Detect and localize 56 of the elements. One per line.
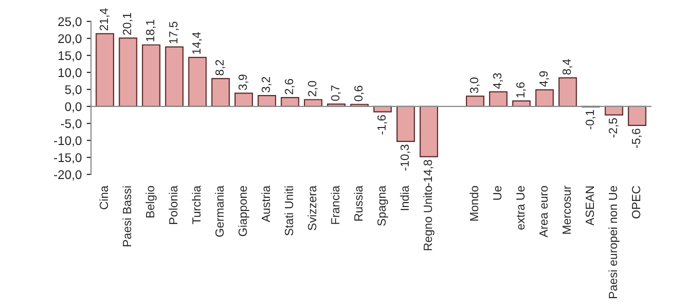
y-tick-label: 15,0 [58,51,82,62]
x-tick-label: extra Ue [516,186,525,230]
x-tick-label: Cina [99,186,108,210]
data-label: 4,3 [493,73,503,89]
x-tick-label: Mondo [470,186,478,221]
x-tick-label: Svizzera [308,186,316,230]
data-label: 8,2 [215,60,226,76]
x-tick-label: Area euro [539,186,548,238]
data-label: 17,5 [169,22,179,44]
data-label: 3,0 [470,78,480,94]
data-label: 20,1 [122,12,133,35]
data-label: 3,9 [238,74,248,90]
x-tick-label: Mercosur [562,186,571,234]
data-label: -2,5 [608,118,619,138]
x-tick-label: Stati Uniti [284,186,294,236]
data-label: 2,6 [284,78,295,94]
x-tick-label: India [400,186,409,210]
x-tick-label: Giappone [238,186,250,236]
x-tick-label: Paesi europei non Ue [608,186,620,298]
x-tick-label: ASEAN [586,186,594,226]
data-label: 4,9 [539,71,550,87]
data-label: 14,4 [192,32,202,54]
data-label: -1,6 [377,115,388,134]
y-tick-label: 0,0 [65,102,82,113]
data-label: 3,2 [262,77,272,92]
x-tick-label: OPEC [632,186,640,218]
x-tick-label: Austria [261,186,270,222]
x-tick-label: Polonia [168,186,178,224]
data-label: -14,8 [424,160,434,186]
x-tick-label: Francia [330,186,340,224]
data-label: 1,6 [516,82,526,98]
data-label: -0,1 [586,110,596,130]
y-tick-label: 20,0 [58,34,82,45]
y-tick-label: -5,0 [60,119,82,130]
x-tick-label: Ue [493,186,502,200]
data-label: 2,0 [308,80,318,96]
data-label: 8,4 [562,59,572,75]
x-tick-label: Spagna [377,186,388,226]
data-label: 0,6 [354,86,364,102]
y-tick-label: 5,0 [65,85,82,96]
data-label: -5,6 [632,128,642,148]
data-label: 18,1 [146,20,156,42]
y-tick-label: -20,0 [54,170,82,181]
y-tick-label: -10,0 [54,136,82,147]
x-tick-label: Belgio [146,186,157,218]
x-tick-label: Germania [215,186,224,237]
data-label: -10,3 [400,144,410,171]
y-tick-label: -15,0 [54,153,82,164]
data-label: 0,7 [331,86,341,101]
y-tick-label: 10,0 [58,68,82,79]
x-tick-label: Russia [354,186,363,221]
x-tick-label: Turchia [192,186,201,224]
x-tick-label: Paesi Bassi [122,186,132,246]
x-tick-label: Regno Unito [423,186,434,250]
y-tick-label: 25,0 [58,17,82,28]
data-label: 21,4 [100,8,110,30]
